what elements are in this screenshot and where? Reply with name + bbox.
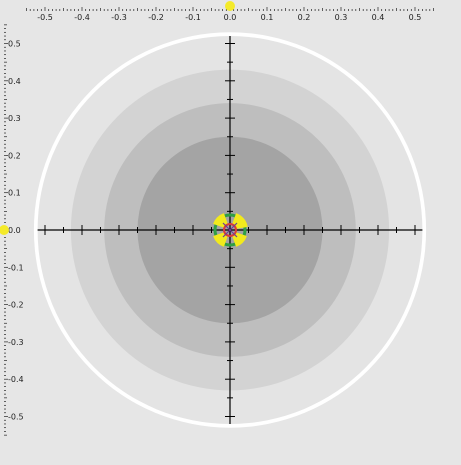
left-axis-tick-label: 0.0 (8, 226, 21, 235)
y-position-marker-icon[interactable] (0, 225, 9, 235)
top-axis-tick-label: 0.5 (409, 13, 422, 22)
top-axis-tick-label: -0.1 (185, 13, 201, 22)
center-glyph-icon (213, 213, 248, 247)
top-axis-tick-label: -0.3 (111, 13, 127, 22)
center-diagonal-line (222, 222, 238, 238)
left-axis-tick-label: -0.1 (8, 263, 24, 272)
left-axis-tick-label: 0.1 (8, 189, 21, 198)
top-axis-tick-label: 0.1 (261, 13, 274, 22)
left-axis-tick-label: 0.3 (8, 114, 21, 123)
left-axis-tick-label: -0.4 (8, 375, 24, 384)
top-axis-tick-label: 0.2 (298, 13, 311, 22)
center-green-ring (213, 213, 247, 247)
left-axis-tick-label: -0.3 (8, 338, 24, 347)
x-position-marker-icon[interactable] (225, 1, 235, 11)
left-axis-tick-label: -0.5 (8, 413, 24, 422)
top-axis-tick-label: -0.5 (37, 13, 53, 22)
top-axis-tick-label: -0.2 (148, 13, 164, 22)
left-axis-tick-label: 0.4 (8, 77, 21, 86)
top-axis-ruler: -0.5 -0.4 -0.3 -0.2 -0.1 0.0 0.1 0.2 0.3 0.4 0.5 (26, 7, 434, 22)
top-axis-tick-label: -0.4 (74, 13, 90, 22)
left-axis-tick-label: 0.2 (8, 151, 21, 160)
left-axis-tick-label: 0.5 (8, 40, 21, 49)
left-axis-tick-label: -0.2 (8, 301, 24, 310)
top-axis-tick-label: 0.3 (335, 13, 348, 22)
top-axis-tick-label: 0.4 (372, 13, 385, 22)
center-red-ring (223, 223, 237, 237)
top-axis-tick-label: 0.0 (224, 13, 237, 22)
